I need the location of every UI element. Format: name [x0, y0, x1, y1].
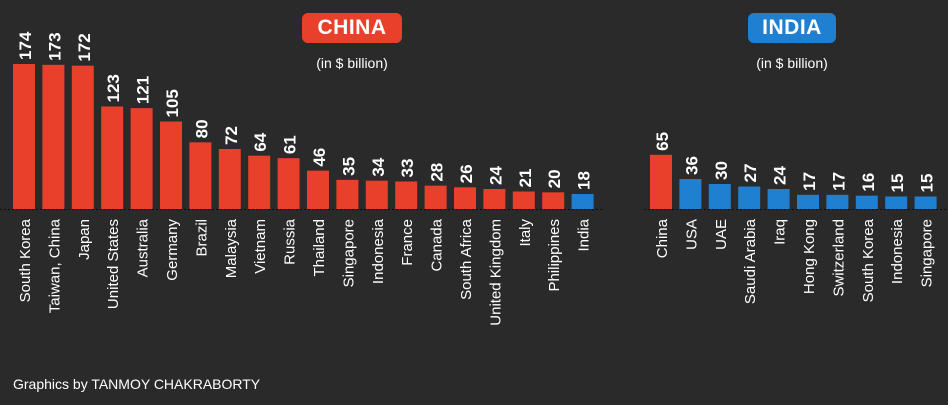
value-label: 46: [310, 148, 329, 167]
bar: [855, 195, 878, 209]
bar: [708, 184, 731, 209]
bar: [336, 179, 359, 209]
category-label: Saudi Arabia: [742, 218, 759, 304]
china-title-badge: CHINA: [302, 13, 402, 43]
bar: [797, 194, 819, 209]
value-label: 72: [222, 126, 241, 145]
bar: [454, 187, 476, 209]
china-unit-label: (in $ billion): [316, 55, 388, 71]
bar: [307, 170, 329, 209]
value-label: 24: [771, 166, 790, 185]
value-label: 20: [545, 169, 564, 188]
category-label: Italy: [517, 219, 534, 247]
category-label: Thailand: [311, 219, 328, 277]
category-label: Switzerland: [830, 219, 847, 297]
bar: [395, 181, 418, 209]
graphics-credit: Graphics by TANMOY CHAKRABORTY: [13, 376, 261, 392]
category-label: Singapore: [919, 219, 936, 287]
bar: [248, 155, 271, 209]
value-label: 61: [281, 135, 300, 154]
category-label: Malaysia: [223, 218, 240, 278]
value-label: 172: [75, 33, 94, 61]
bar: [542, 192, 565, 209]
india-title-badge: INDIA: [748, 13, 836, 43]
category-label: China: [654, 218, 671, 258]
bar: [826, 194, 849, 209]
value-label: 30: [712, 161, 731, 180]
category-label: USA: [683, 219, 700, 250]
value-label: 65: [653, 132, 672, 151]
category-label: Russia: [282, 218, 299, 265]
bar: [130, 108, 153, 209]
value-label: 27: [741, 164, 760, 183]
value-label: 174: [16, 31, 35, 60]
category-label: South Africa: [458, 218, 475, 300]
value-label: 17: [829, 172, 848, 191]
category-label: Iraq: [772, 219, 789, 245]
bar: [914, 196, 937, 209]
value-label: 64: [251, 132, 270, 151]
value-label: 17: [800, 172, 819, 191]
bar: [483, 189, 506, 209]
value-label: 80: [192, 119, 211, 138]
category-label: Indonesia: [889, 218, 906, 284]
bar: [767, 189, 790, 209]
category-label: South Korea: [17, 218, 34, 302]
category-label: United States: [105, 219, 122, 309]
bar: [512, 191, 535, 209]
value-label: 24: [486, 166, 505, 185]
value-label: 28: [428, 163, 447, 182]
category-label: South Korea: [860, 218, 877, 302]
category-label: Singapore: [340, 219, 357, 287]
bar: [13, 64, 35, 209]
category-label: United Kingdom: [487, 219, 504, 326]
category-label: Indonesia: [370, 218, 387, 284]
bar: [738, 186, 761, 209]
value-label: 121: [134, 76, 153, 104]
category-label: France: [399, 219, 416, 266]
value-label: 105: [163, 89, 182, 117]
value-label: 35: [339, 157, 358, 176]
category-label: India: [576, 218, 593, 251]
value-label: 33: [398, 159, 417, 178]
bar: [679, 179, 702, 209]
bar: [218, 149, 241, 209]
category-label: Vietnam: [252, 219, 269, 274]
bar: [650, 154, 672, 209]
value-label: 173: [45, 32, 64, 60]
value-label: 36: [682, 156, 701, 175]
value-label: 26: [457, 164, 476, 183]
category-label: Australia: [135, 218, 152, 277]
bar: [101, 106, 124, 209]
bar: [189, 142, 212, 209]
category-label: Japan: [76, 219, 93, 260]
category-label: Hong Kong: [801, 219, 818, 294]
bar: [42, 64, 65, 209]
india-unit-label: (in $ billion): [756, 55, 828, 71]
value-label: 15: [888, 174, 907, 193]
category-label: Germany: [164, 219, 181, 281]
value-label: 21: [516, 169, 535, 188]
value-label: 123: [104, 74, 123, 102]
value-label: 34: [369, 157, 388, 176]
bar: [424, 185, 447, 209]
bar: [365, 180, 388, 209]
value-label: 16: [859, 173, 878, 192]
bar: [160, 121, 182, 209]
value-label: 18: [575, 171, 594, 190]
value-label: 15: [918, 174, 937, 193]
bar: [885, 196, 908, 209]
bar: [71, 65, 94, 210]
category-label: Canada: [429, 218, 446, 271]
bar: [571, 194, 594, 209]
category-label: Brazil: [193, 219, 210, 257]
category-label: UAE: [713, 219, 730, 250]
category-label: Taiwan, China: [46, 218, 63, 313]
category-label: Philippines: [546, 219, 563, 292]
bar: [277, 158, 300, 209]
